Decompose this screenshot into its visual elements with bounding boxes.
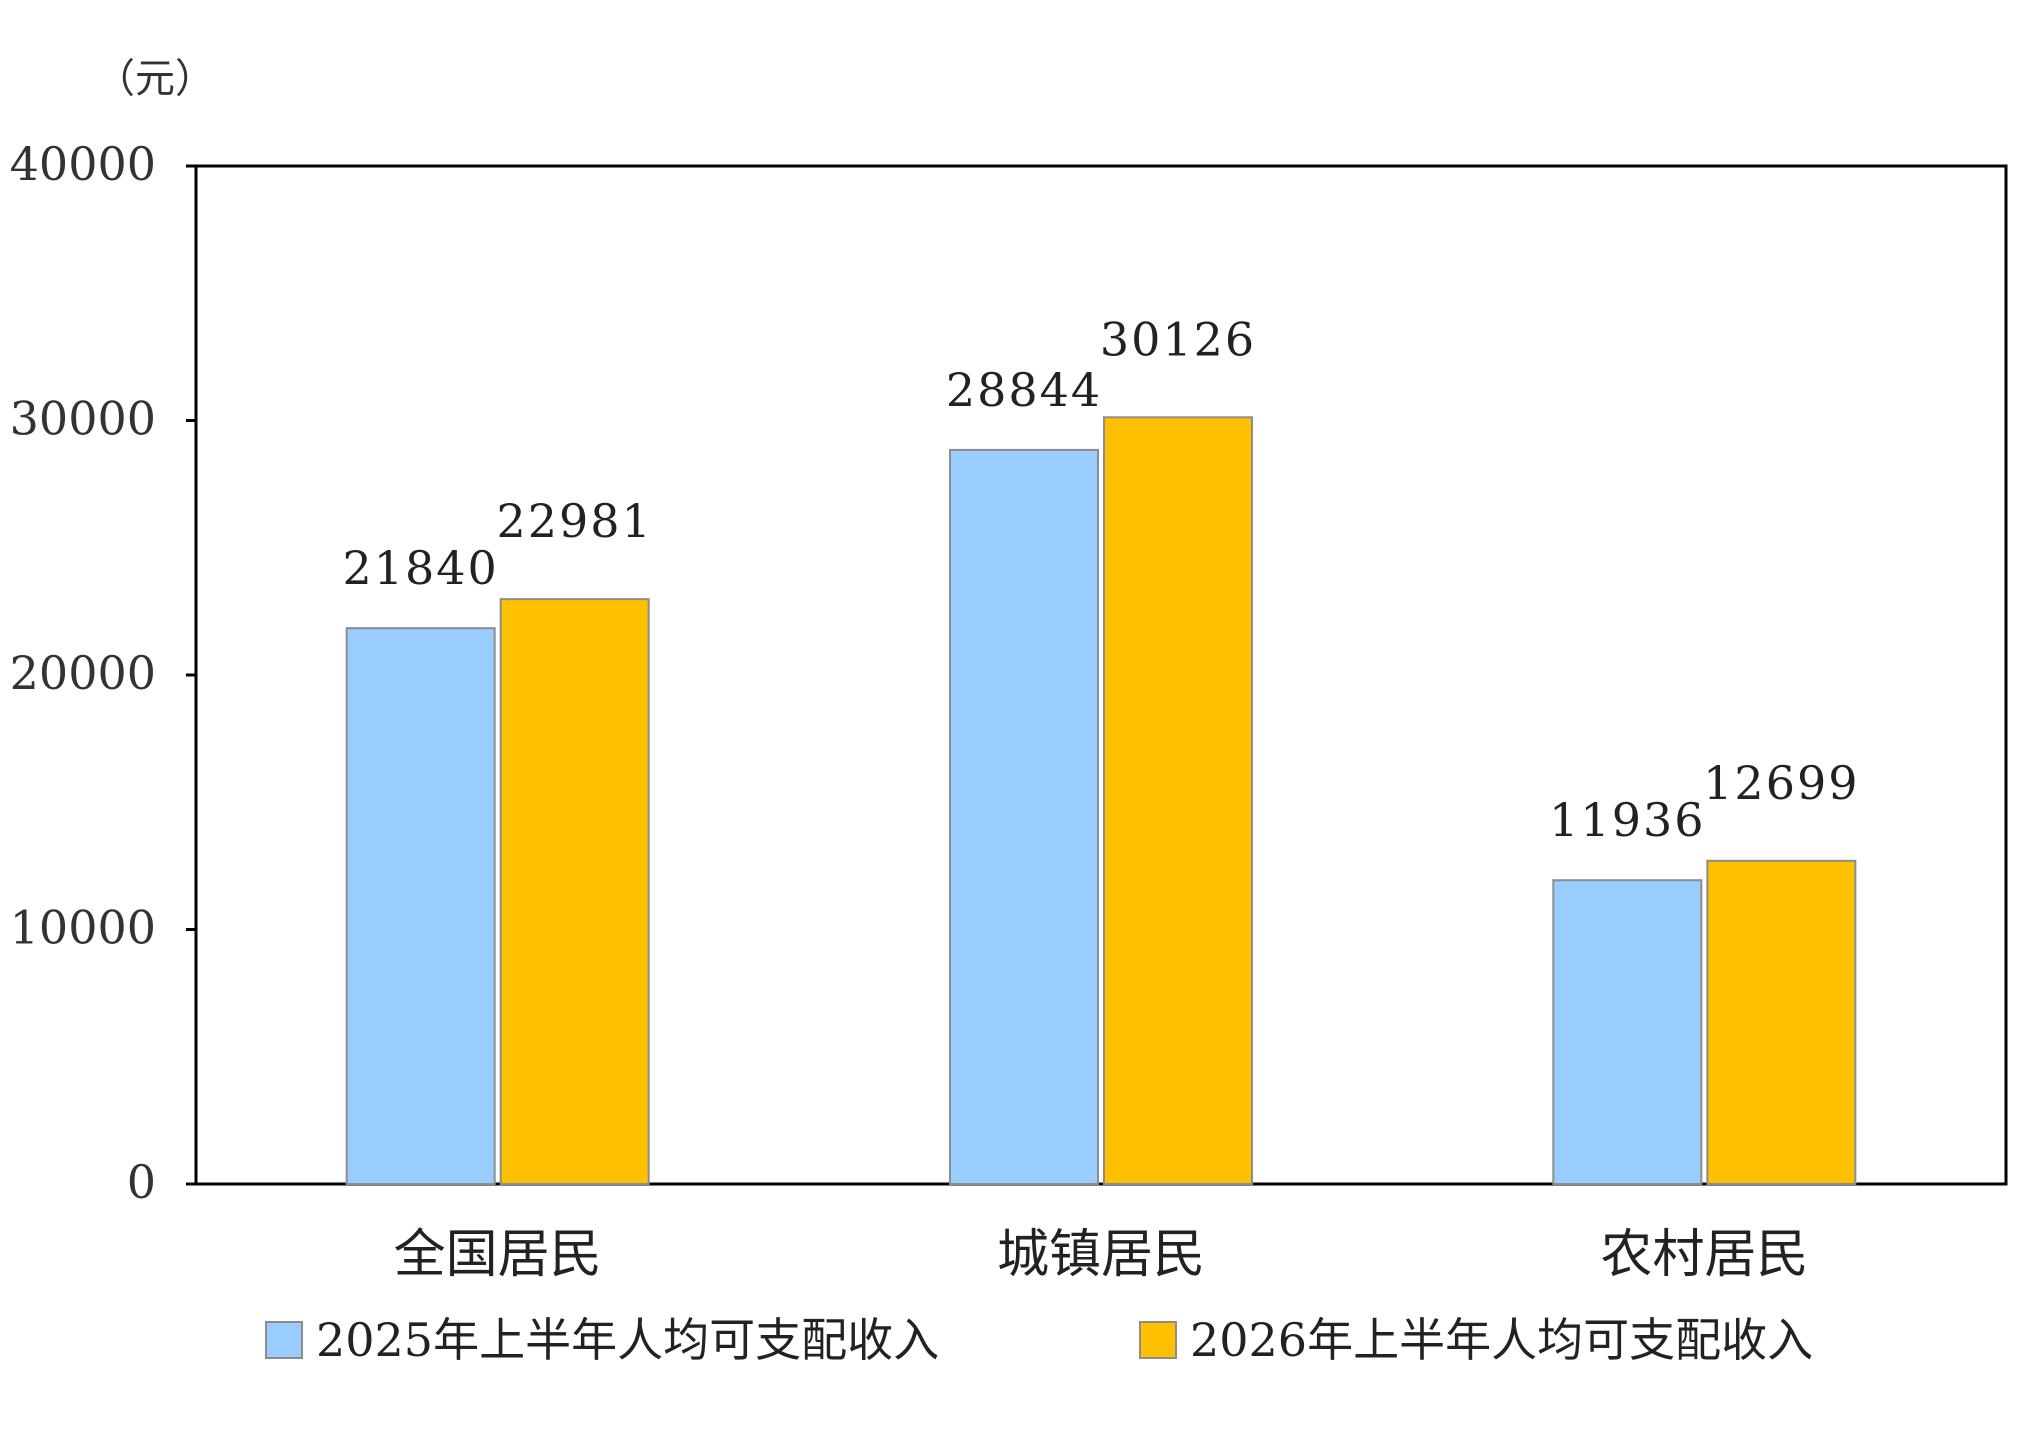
y-tick-label: 20000: [10, 646, 156, 700]
y-tick-label: 0: [127, 1155, 156, 1209]
data-label: 30126: [1100, 312, 1256, 366]
y-axis-unit-label: （元）: [95, 56, 215, 102]
y-tick-label: 30000: [10, 392, 156, 446]
bar: [1706, 859, 1857, 1185]
bar: [1552, 879, 1703, 1186]
x-category-label: 全国居民: [394, 1225, 602, 1285]
y-tick-label: 40000: [10, 137, 156, 191]
bars: [345, 416, 1857, 1186]
legend: 2025年上半年人均可支配收入 2026年上半年人均可支配收入: [265, 1313, 1813, 1367]
bar: [499, 598, 650, 1185]
bar: [949, 448, 1099, 1185]
data-label: 11936: [1549, 793, 1705, 847]
axes: 0 10000 20000 30000 40000: [10, 137, 2008, 1209]
legend-swatch: [1139, 1321, 1177, 1359]
legend-swatch: [265, 1321, 303, 1359]
y-tick-label: 10000: [10, 901, 156, 955]
bar: [1103, 416, 1253, 1186]
data-label: 28844: [946, 363, 1102, 417]
x-category-label: 农村居民: [1600, 1225, 1808, 1285]
x-category-label: 城镇居民: [997, 1225, 1205, 1285]
data-label: 22981: [496, 494, 652, 548]
bar: [345, 627, 496, 1185]
data-label: 12699: [1703, 756, 1859, 810]
data-label: 21840: [342, 541, 498, 595]
legend-label: 2025年上半年人均可支配收入: [316, 1313, 939, 1367]
legend-label: 2026年上半年人均可支配收入: [1190, 1313, 1813, 1367]
